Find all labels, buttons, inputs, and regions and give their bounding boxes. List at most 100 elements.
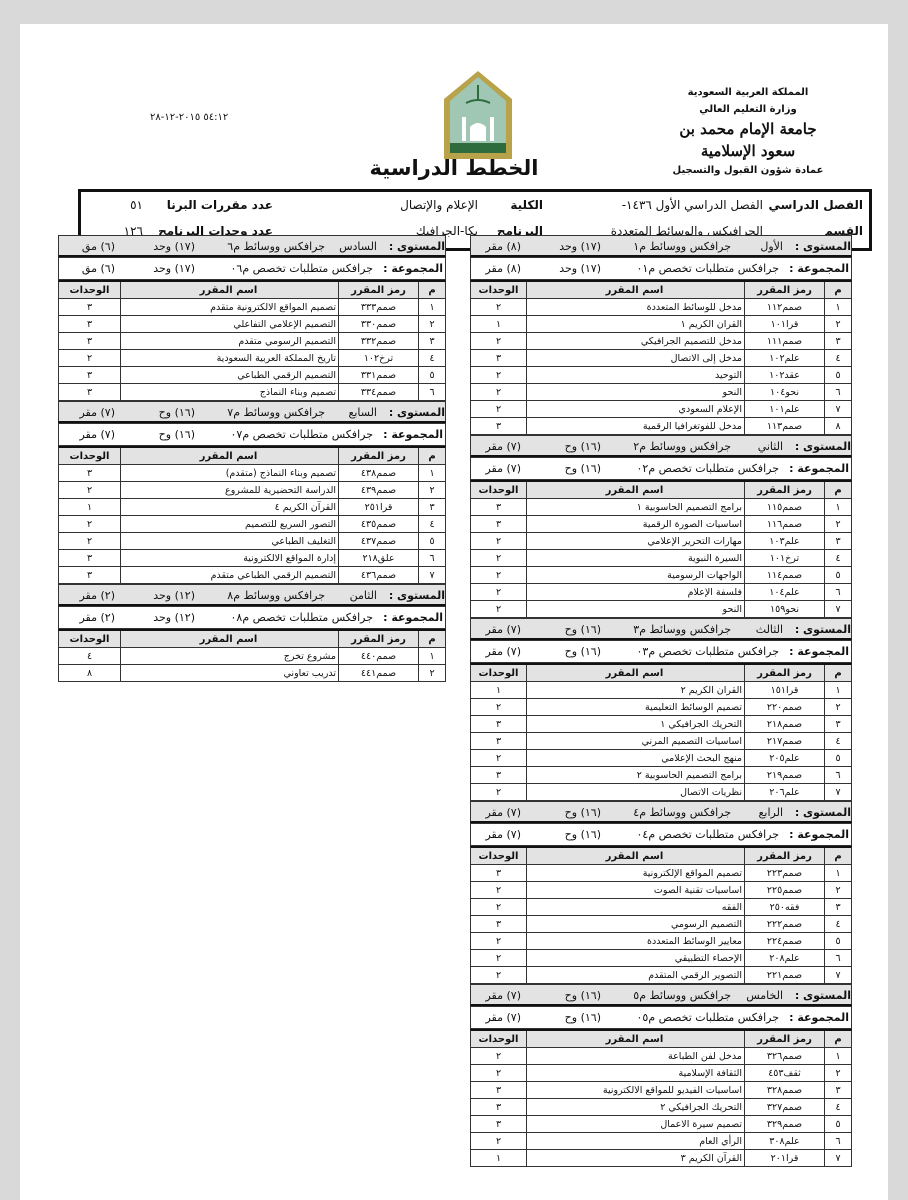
col-header-code: رمز المقرر <box>338 631 418 647</box>
table-row: ٦ علق٢١٨ إدارة المواقع الالكترونية ٣ <box>58 550 446 567</box>
table-row: ٧ علم١٠١ الإعلام السعودي ٢ <box>470 401 852 418</box>
course-code: علم٣٠٨ <box>744 1133 824 1149</box>
course-code: صمم٢٢٢ <box>744 916 824 932</box>
course-number: ٤ <box>824 350 851 366</box>
group-row: المجموعة : جرافكس متطلبات تخصص م٠٧ (١٦) وح… <box>58 423 446 446</box>
level-units: (١٦) وح <box>564 623 601 636</box>
table-row: ٥ صمم٤٣٧ التغليف الطباعي ٢ <box>58 533 446 550</box>
course-name: مدخل للتصميم الجرافيكي <box>526 333 744 349</box>
course-code: صمم١١٥ <box>744 499 824 515</box>
course-number: ٢ <box>824 882 851 898</box>
course-number: ٦ <box>824 1133 851 1149</box>
course-name: تدريب تعاوني <box>120 665 338 681</box>
group-units: (١٦) وح <box>564 645 601 658</box>
course-number: ٢ <box>418 665 445 681</box>
table-header-row: م رمز المقرر اسم المقرر الوحدات <box>470 280 852 299</box>
course-code: علم١٠٢ <box>744 350 824 366</box>
group-course-count: (٢) مقر <box>79 611 115 624</box>
group-units: (١٧) وحد <box>559 262 601 275</box>
level-block: المستوى : السابع جرافكس ووسائط م٧ (١٦) وح (٧… <box>58 401 446 584</box>
level-name: الخامس <box>746 989 783 1002</box>
course-code: صمم٤٣٥ <box>338 516 418 532</box>
table-row: ٥ عقد١٠٢ التوحيد ٢ <box>470 367 852 384</box>
course-units: ٣ <box>86 552 93 564</box>
course-code: صمم١١١ <box>744 333 824 349</box>
course-units: ٣ <box>86 386 93 398</box>
program-label: البرنامج <box>496 224 543 238</box>
course-name: مهارات التحرير الإعلامي <box>526 533 744 549</box>
course-number: ١ <box>824 682 851 698</box>
course-code: قرا٢٥١ <box>338 499 418 515</box>
course-code: صمم٣٢٨ <box>744 1082 824 1098</box>
course-code: ترخ١٠١ <box>744 550 824 566</box>
course-number: ١ <box>824 1048 851 1064</box>
level-course-count: (٦) مق <box>81 240 115 253</box>
course-units: ٣ <box>495 420 502 432</box>
col-header-units: الوحدات <box>478 1033 519 1045</box>
level-plan: جرافكس ووسائط م٢ <box>633 440 731 453</box>
course-name: مشروع تخرج <box>120 648 338 664</box>
table-header-row: م رمز المقرر اسم المقرر الوحدات <box>58 446 446 465</box>
course-code: صمم٢١٩ <box>744 767 824 783</box>
table-row: ٦ نحو١٠٤ النحو ٢ <box>470 384 852 401</box>
group-course-count: (٧) مقر <box>485 1011 521 1024</box>
level-units: (١٧) وحد <box>559 240 601 253</box>
course-name: القران الكريم ١ <box>526 316 744 332</box>
table-row: ٢ صمم٣٣٠ التصميم الإعلامي التفاعلي ٣ <box>58 316 446 333</box>
level-block: المستوى : الأول جرافكس ووسائط م١ (١٧) وحد (٨… <box>470 235 852 435</box>
course-code: صمم٤٤٠ <box>338 648 418 664</box>
level-name: السادس <box>339 240 377 253</box>
course-code: صمم١١٦ <box>744 516 824 532</box>
course-number: ٦ <box>824 384 851 400</box>
level-label: المستوى : <box>388 589 445 602</box>
level-block: المستوى : الثالث جرافكس ووسائط م٣ (١٦) وح (٧… <box>470 618 852 801</box>
table-row: ٦ صمم٣٣٤ تصميم وبناء النماذج ٣ <box>58 384 446 401</box>
table-row: ١ صمم٤٣٨ تصميم وبناء النماذج (متقدم) ٣ <box>58 465 446 482</box>
col-header-name: اسم المقرر <box>526 282 744 298</box>
group-label: المجموعة : <box>383 428 443 441</box>
course-code: صمم٢٢٥ <box>744 882 824 898</box>
course-code: قرا١٥١ <box>744 682 824 698</box>
course-name: التحريك الجرافيكي ١ <box>526 716 744 732</box>
col-header-code: رمز المقرر <box>744 848 824 864</box>
course-number: ١ <box>418 299 445 315</box>
program-value: بكا-الجرافيك <box>415 224 478 238</box>
program-units-label: عدد وحدات البرنامج <box>158 224 273 238</box>
col-header-code: رمز المقرر <box>338 282 418 298</box>
course-name: مدخل للوسائط المتعددة <box>526 299 744 315</box>
table-row: ١ صمم٣٣٣ تصميم المواقع الالكترونية متقدم ٣ <box>58 299 446 316</box>
level-label: المستوى : <box>794 440 851 453</box>
level-plan: جرافكس ووسائط م٤ <box>633 806 731 819</box>
course-units: ٨ <box>86 667 93 679</box>
level-plan: جرافكس ووسائط م٦ <box>227 240 325 253</box>
course-number: ٤ <box>824 916 851 932</box>
levels-column-left: المستوى : السادس جرافكس ووسائط م٦ (١٧) وحد (… <box>58 235 446 682</box>
course-units: ١ <box>495 684 502 696</box>
course-name: تصميم المواقع الإلكترونية <box>526 865 744 881</box>
table-row: ٣ قرا٢٥١ القرآن الكريم ٤ ١ <box>58 499 446 516</box>
course-code: صمم٢١٧ <box>744 733 824 749</box>
course-code: نحو١٠٤ <box>744 384 824 400</box>
col-header-name: اسم المقرر <box>120 448 338 464</box>
course-code: صمم٤٣٩ <box>338 482 418 498</box>
level-label: المستوى : <box>388 406 445 419</box>
course-code: صمم١١٤ <box>744 567 824 583</box>
table-row: ٣ علم١٠٣ مهارات التحرير الإعلامي ٢ <box>470 533 852 550</box>
course-units: ٢ <box>495 1050 502 1062</box>
level-units: (١٢) وحد <box>153 589 195 602</box>
group-course-count: (٧) مقر <box>485 645 521 658</box>
course-name: اساسيات التصميم المرني <box>526 733 744 749</box>
level-block: المستوى : السادس جرافكس ووسائط م٦ (١٧) وحد (… <box>58 235 446 401</box>
letterhead-line: وزارة التعليم العالي <box>699 104 797 115</box>
table-row: ٣ صمم٣٢٨ اساسيات الفيديو للمواقع الالكترون… <box>470 1082 852 1099</box>
course-number: ٣ <box>824 899 851 915</box>
course-code: صمم١١٣ <box>744 418 824 434</box>
course-code: صمم٣٣٠ <box>338 316 418 332</box>
table-row: ٧ قرا٢٠١ القرآن الكريم ٣ ١ <box>470 1150 852 1167</box>
col-header-name: اسم المقرر <box>526 848 744 864</box>
course-number: ٢ <box>824 699 851 715</box>
level-block: المستوى : الخامس جرافكس ووسائط م٥ (١٦) وح (٧… <box>470 984 852 1167</box>
group-row: المجموعة : جرافكس متطلبات تخصص م٠٥ (١٦) وح… <box>470 1006 852 1029</box>
table-row: ٦ علم٢٠٨ الإحصاء التطبيقي ٢ <box>470 950 852 967</box>
col-header-num: م <box>824 1031 851 1047</box>
